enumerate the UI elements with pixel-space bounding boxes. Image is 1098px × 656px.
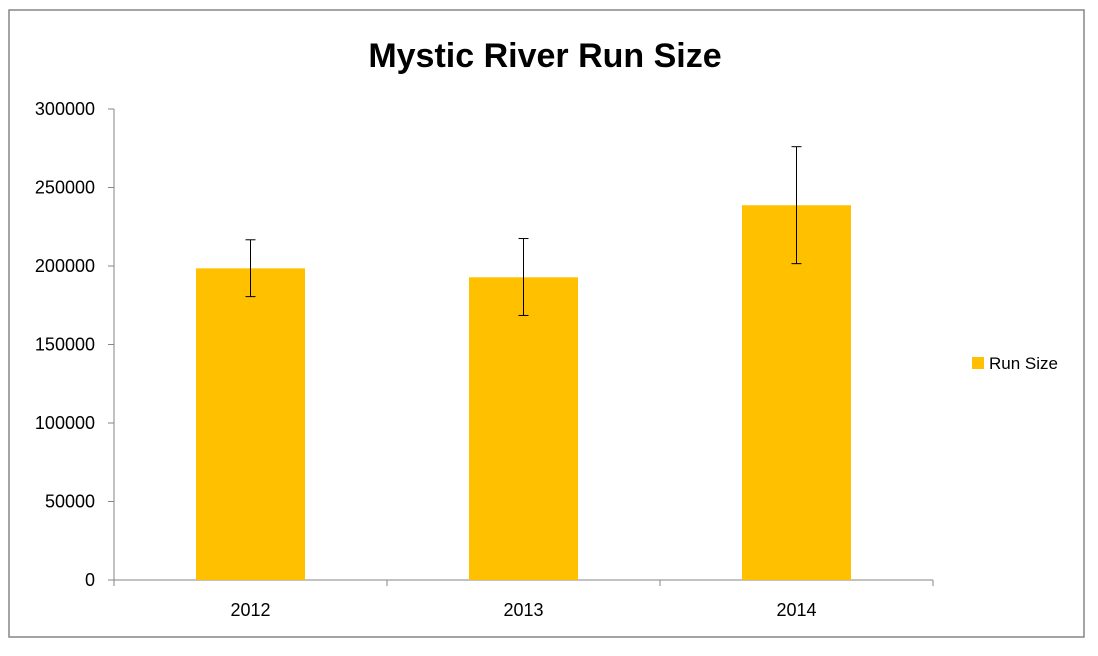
- y-tick-label-50000: 50000: [45, 492, 95, 512]
- plot-area: 0 50000 100000 150000 200000 250000 300000 2012…: [35, 99, 934, 620]
- bar-2014: [742, 205, 851, 580]
- legend-label-run-size: Run Size: [989, 354, 1058, 373]
- y-tick-label-150000: 150000: [35, 335, 95, 355]
- y-tick-label-100000: 100000: [35, 413, 95, 433]
- bar-2013: [469, 277, 578, 580]
- x-tick-label-2014: 2014: [776, 600, 816, 620]
- chart-title: Mystic River Run Size: [368, 37, 721, 75]
- legend-swatch-run-size: [972, 357, 984, 369]
- y-tick-label-200000: 200000: [35, 256, 95, 276]
- legend: Run Size: [972, 354, 1058, 373]
- y-tick-label-0: 0: [85, 570, 95, 590]
- y-tick-label-300000: 300000: [35, 99, 95, 119]
- x-tick-label-2012: 2012: [230, 600, 270, 620]
- x-tick-label-2013: 2013: [503, 600, 543, 620]
- bar-2012: [196, 268, 305, 580]
- y-tick-label-250000: 250000: [35, 178, 95, 198]
